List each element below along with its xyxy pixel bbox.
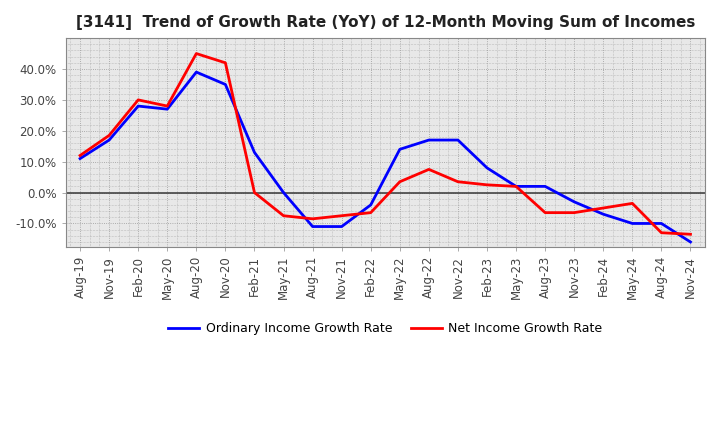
Net Income Growth Rate — [454, 179, 462, 184]
Ordinary Income Growth Rate — [395, 147, 404, 152]
Ordinary Income Growth Rate — [279, 190, 288, 195]
Ordinary Income Growth Rate — [105, 137, 114, 143]
Ordinary Income Growth Rate — [541, 184, 549, 189]
Ordinary Income Growth Rate — [425, 137, 433, 143]
Net Income Growth Rate — [338, 213, 346, 218]
Ordinary Income Growth Rate — [221, 82, 230, 87]
Ordinary Income Growth Rate — [628, 221, 636, 226]
Ordinary Income Growth Rate — [657, 221, 666, 226]
Net Income Growth Rate — [657, 230, 666, 235]
Net Income Growth Rate — [599, 205, 608, 211]
Line: Ordinary Income Growth Rate: Ordinary Income Growth Rate — [80, 72, 690, 242]
Ordinary Income Growth Rate — [338, 224, 346, 229]
Net Income Growth Rate — [279, 213, 288, 218]
Net Income Growth Rate — [628, 201, 636, 206]
Ordinary Income Growth Rate — [134, 103, 143, 109]
Net Income Growth Rate — [76, 153, 84, 158]
Ordinary Income Growth Rate — [366, 202, 375, 208]
Ordinary Income Growth Rate — [163, 106, 171, 112]
Ordinary Income Growth Rate — [192, 70, 201, 75]
Ordinary Income Growth Rate — [512, 184, 521, 189]
Line: Net Income Growth Rate: Net Income Growth Rate — [80, 54, 690, 234]
Ordinary Income Growth Rate — [454, 137, 462, 143]
Ordinary Income Growth Rate — [308, 224, 317, 229]
Ordinary Income Growth Rate — [250, 150, 258, 155]
Ordinary Income Growth Rate — [599, 212, 608, 217]
Net Income Growth Rate — [250, 190, 258, 195]
Title: [3141]  Trend of Growth Rate (YoY) of 12-Month Moving Sum of Incomes: [3141] Trend of Growth Rate (YoY) of 12-… — [76, 15, 695, 30]
Net Income Growth Rate — [512, 184, 521, 189]
Net Income Growth Rate — [105, 133, 114, 138]
Net Income Growth Rate — [221, 60, 230, 66]
Net Income Growth Rate — [192, 51, 201, 56]
Net Income Growth Rate — [570, 210, 578, 215]
Net Income Growth Rate — [541, 210, 549, 215]
Net Income Growth Rate — [482, 182, 491, 187]
Net Income Growth Rate — [163, 103, 171, 109]
Net Income Growth Rate — [395, 179, 404, 184]
Ordinary Income Growth Rate — [482, 165, 491, 170]
Net Income Growth Rate — [308, 216, 317, 221]
Net Income Growth Rate — [134, 97, 143, 103]
Legend: Ordinary Income Growth Rate, Net Income Growth Rate: Ordinary Income Growth Rate, Net Income … — [163, 318, 608, 341]
Ordinary Income Growth Rate — [686, 239, 695, 245]
Net Income Growth Rate — [425, 167, 433, 172]
Ordinary Income Growth Rate — [76, 156, 84, 161]
Net Income Growth Rate — [686, 231, 695, 237]
Net Income Growth Rate — [366, 210, 375, 215]
Ordinary Income Growth Rate — [570, 199, 578, 205]
